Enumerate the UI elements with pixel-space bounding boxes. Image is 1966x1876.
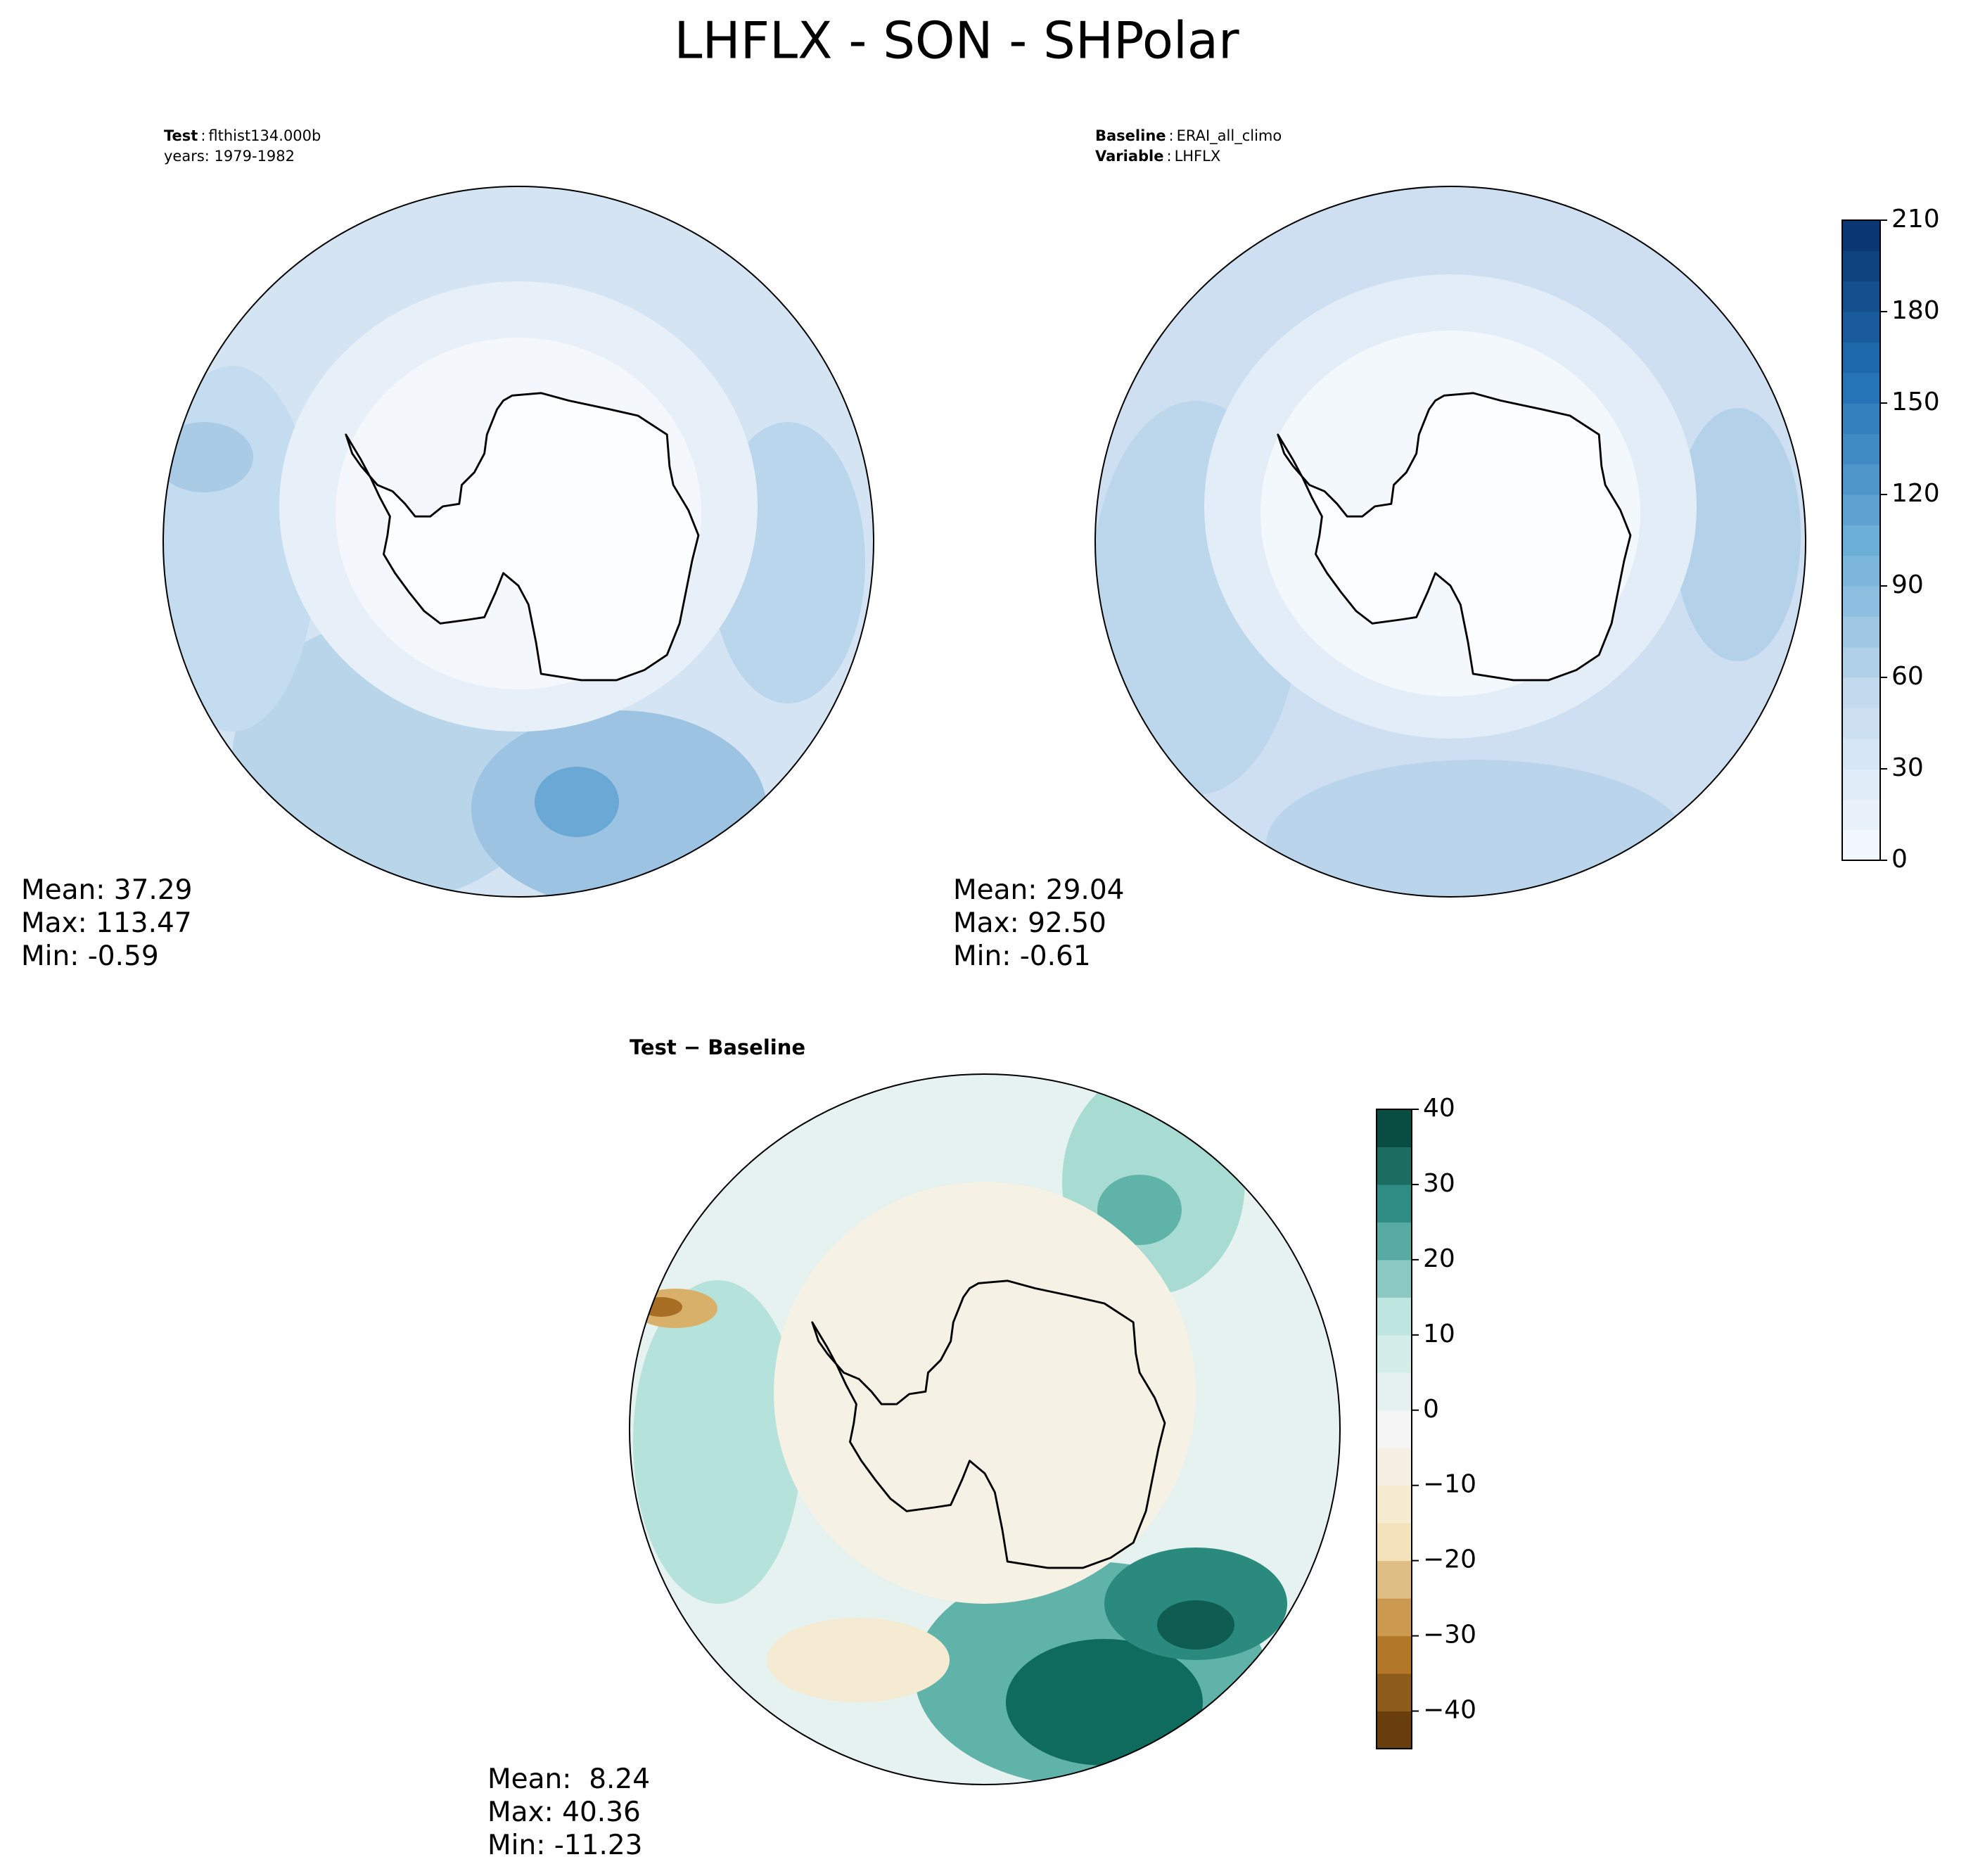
colorbar-band	[1377, 1523, 1412, 1562]
colorbar-band	[1842, 738, 1880, 770]
colorbar-band	[1377, 1184, 1412, 1223]
stat: Min: -11.23	[487, 1830, 642, 1861]
colorbar-band	[1377, 1598, 1412, 1637]
colorbar-band	[1842, 403, 1880, 434]
colorbar-band	[1842, 372, 1880, 404]
colorbar-tick-label: 60	[1891, 662, 1924, 691]
annotation-key: Test	[164, 127, 198, 144]
colorbar-band	[1377, 1297, 1412, 1336]
colorbar-band	[1377, 1334, 1412, 1373]
colorbar-tick-label: 120	[1891, 479, 1940, 508]
colorbar-band	[1842, 616, 1880, 648]
colorbar-band	[1377, 1560, 1412, 1599]
colorbar-tick-label: 0	[1423, 1395, 1439, 1424]
colorbar-tick-label: 30	[1891, 753, 1924, 782]
annotation-value: ERAI_all_climo	[1177, 127, 1282, 145]
colorbar-band	[1842, 464, 1880, 495]
colorbar-tick-label: −10	[1423, 1470, 1476, 1499]
colorbar-tick-label: 20	[1423, 1244, 1455, 1273]
colorbar-band	[1377, 1147, 1412, 1185]
colorbar-frame	[1841, 219, 1881, 861]
stat: Mean: 8.24	[487, 1763, 650, 1795]
colorbar-band	[1377, 1109, 1412, 1147]
panel-title: Test − Baseline	[630, 1035, 805, 1059]
colorbar-tick-label: 40	[1423, 1094, 1455, 1123]
colorbar-band	[1842, 220, 1880, 251]
stat: Mean: 29.04	[953, 874, 1124, 906]
stat: Max: 92.50	[953, 907, 1106, 939]
colorbar-band	[1377, 1635, 1412, 1674]
annotation: Variable: LHFLX	[1095, 148, 1220, 165]
annotation-key: Baseline	[1095, 127, 1166, 144]
annotation: Baseline: ERAI_all_climo	[1095, 127, 1282, 145]
colorbar-band	[1842, 708, 1880, 739]
colorbar-band	[1842, 555, 1880, 587]
colorbar-band	[1842, 677, 1880, 708]
figure-title: LHFLX - SON - SHPolar	[674, 11, 1239, 70]
colorbar-band	[1842, 829, 1880, 861]
colorbar-tick-label: 180	[1891, 296, 1940, 325]
colorbar-tick-label: 10	[1423, 1320, 1455, 1348]
annotation-value: LHFLX	[1175, 148, 1221, 165]
colorbar-band	[1842, 769, 1880, 800]
colorbar-band	[1377, 1259, 1412, 1298]
map-baseline	[1094, 186, 1806, 898]
colorbar-band	[1842, 494, 1880, 525]
colorbar-tick-label: 210	[1891, 205, 1940, 234]
colorbar-band	[1377, 1485, 1412, 1524]
colorbar-band	[1842, 525, 1880, 556]
colorbar-band	[1842, 799, 1880, 831]
stat: Max: 40.36	[487, 1797, 641, 1828]
colorbar-band	[1842, 250, 1880, 282]
colorbar-tick-label: −20	[1423, 1545, 1476, 1574]
annotation-separator: :	[200, 127, 205, 144]
colorbar-band	[1377, 1372, 1412, 1411]
colorbar-frame	[1376, 1109, 1412, 1749]
stat: Min: -0.61	[953, 940, 1091, 972]
annotation-separator: :	[1169, 127, 1174, 144]
annotation: Test: flthist134.000b	[164, 127, 321, 144]
colorbar-band	[1377, 1711, 1412, 1749]
colorbar-tick-label: −30	[1423, 1621, 1476, 1650]
stat: Min: -0.59	[21, 940, 159, 972]
colorbar-band	[1842, 281, 1880, 312]
colorbar-band	[1842, 646, 1880, 678]
colorbar-tick-label: 30	[1423, 1169, 1455, 1198]
colorbar-band	[1842, 433, 1880, 465]
colorbar-band	[1377, 1410, 1412, 1448]
annotation-key: Variable	[1095, 148, 1163, 165]
annotation-separator: :	[1166, 148, 1171, 165]
colorbar-tick-label: 150	[1891, 388, 1940, 416]
colorbar-band	[1377, 1222, 1412, 1261]
colorbar-band	[1377, 1673, 1412, 1712]
colorbar-tick-label: −40	[1423, 1696, 1476, 1725]
colorbar-tick-label: 0	[1891, 845, 1908, 874]
annotation-value: flthist134.000b	[208, 127, 321, 144]
stat: Mean: 37.29	[21, 874, 192, 906]
map-difference	[629, 1073, 1341, 1785]
map-test	[162, 186, 874, 898]
stat: Max: 113.47	[21, 907, 192, 939]
colorbar-tick-label: 90	[1891, 570, 1924, 599]
colorbar-band	[1842, 342, 1880, 374]
annotation: years: 1979-1982	[164, 148, 295, 165]
colorbar-band	[1377, 1448, 1412, 1486]
colorbar-band	[1842, 586, 1880, 617]
colorbar-band	[1842, 312, 1880, 343]
